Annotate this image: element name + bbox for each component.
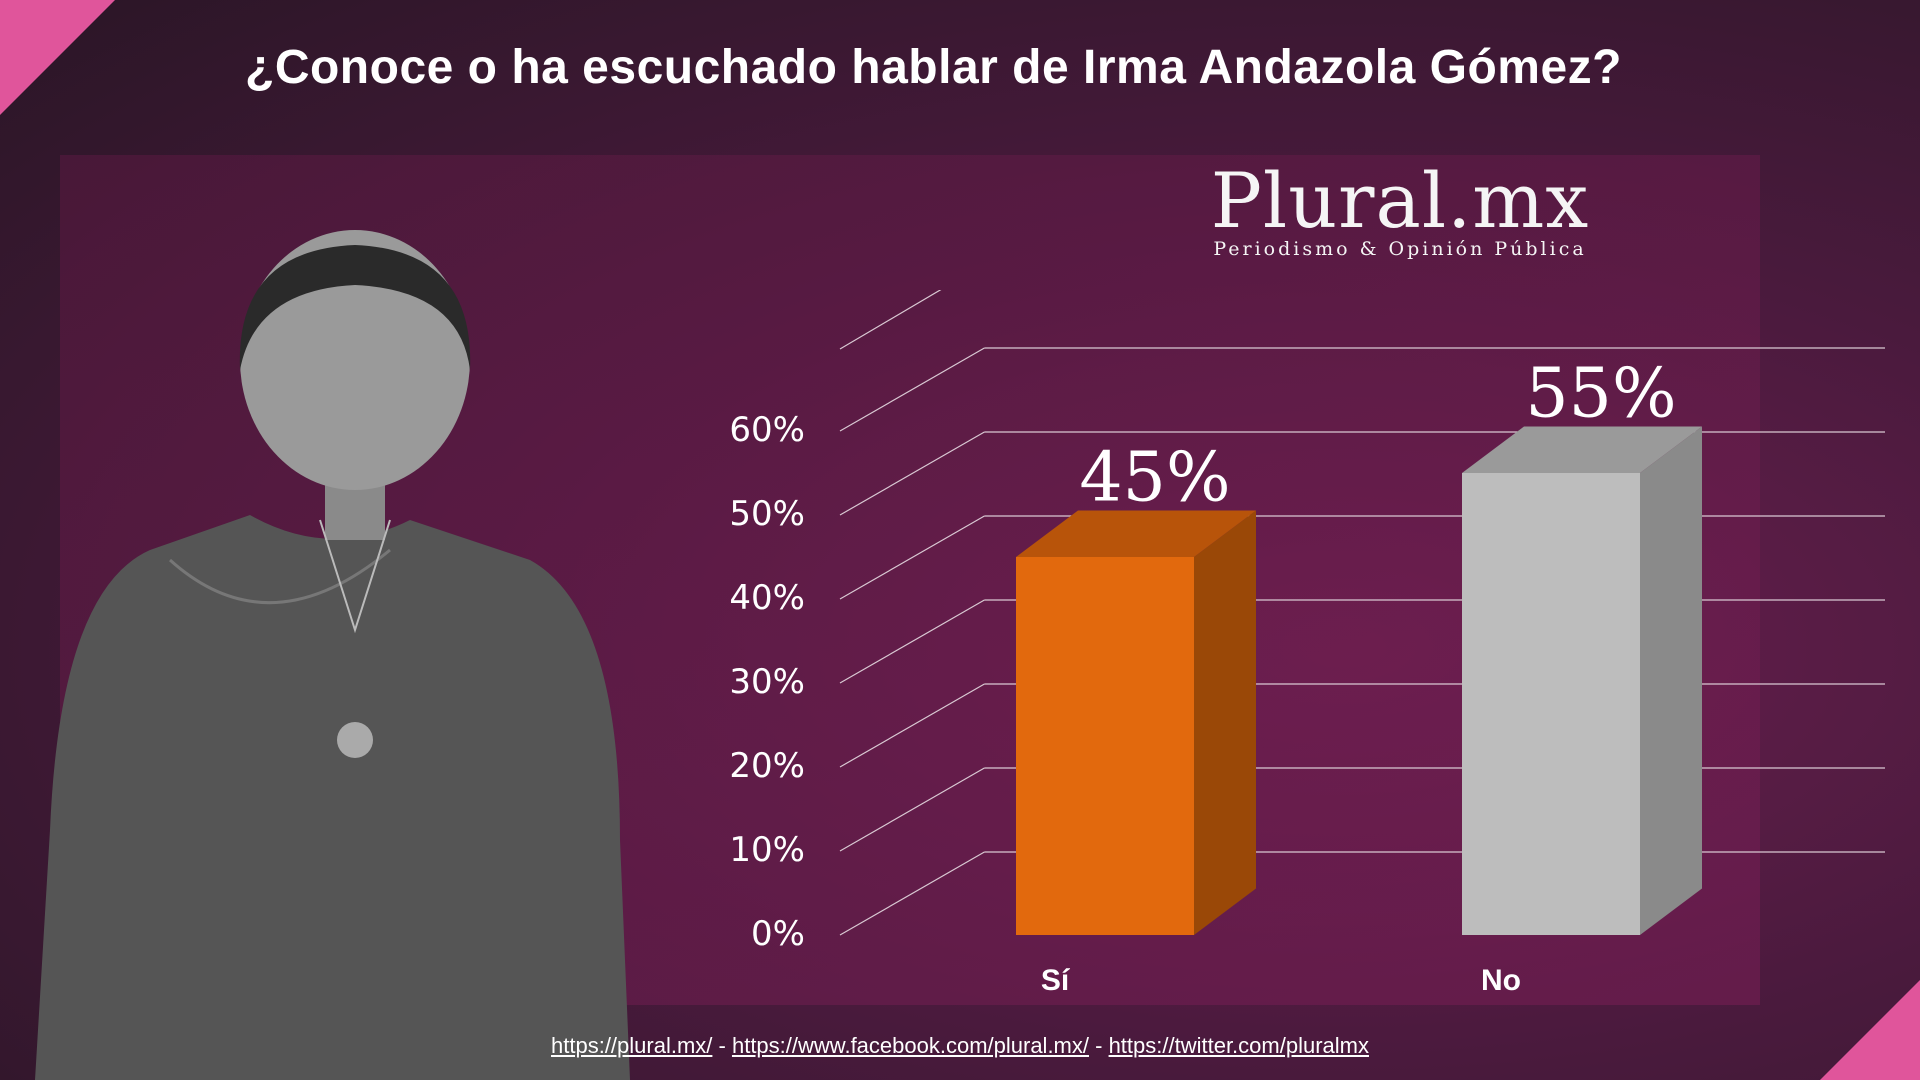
logo-tagline: Periodismo & Opinión Pública [1213, 238, 1587, 260]
footer-link-twitter[interactable]: https://twitter.com/pluralmx [1108, 1033, 1369, 1058]
page-title: ¿Conoce o ha escuchado hablar de Irma An… [245, 41, 1622, 94]
gridline-diagonal [839, 683, 985, 768]
bar-side [1194, 510, 1256, 935]
footer-separator: - [712, 1033, 732, 1058]
y-tick-label: 20% [729, 746, 805, 786]
bar-side [1640, 426, 1702, 935]
gridline-diagonal [839, 515, 985, 600]
x-category-label: Sí [1041, 964, 1071, 997]
gridline-diagonal [839, 347, 985, 432]
y-tick-label: 10% [729, 830, 805, 870]
bar-top [1462, 426, 1702, 473]
y-tick-label: 60% [729, 410, 805, 450]
bar-top [1016, 510, 1256, 557]
data-label: 45% [1079, 439, 1230, 518]
y-tick-label: 40% [729, 578, 805, 618]
x-category-label: No [1481, 964, 1521, 997]
brand-logo: Plural.mx Periodismo & Opinión Pública [1190, 156, 1610, 261]
bar [1016, 557, 1194, 935]
footer-separator: - [1089, 1033, 1109, 1058]
footer-link-facebook[interactable]: https://www.facebook.com/plural.mx/ [731, 1033, 1089, 1058]
gridline-diagonal [839, 599, 985, 684]
logo-wordmark: Plural.mx [1210, 156, 1590, 245]
bar [1462, 473, 1640, 935]
corner-accent-bottom-right [1820, 980, 1920, 1080]
corner-accent-top-left [0, 0, 115, 115]
data-label: 55% [1525, 355, 1676, 434]
footer-link-plural[interactable]: https://plural.mx/ [551, 1033, 713, 1058]
chart-grid [839, 290, 1885, 936]
gridline-diagonal [839, 767, 985, 852]
footer-links: https://plural.mx/ - https://www.faceboo… [0, 1033, 1920, 1059]
gridline-diagonal [839, 431, 985, 516]
portrait-photo [35, 230, 630, 1080]
bar-chart: 0% 10% 20% 30% 40% 50% 60% 45% Sí 55% No [729, 290, 1885, 998]
portrait-silhouette [35, 230, 630, 1080]
y-tick-label: 30% [729, 662, 805, 702]
chart-labels: 45% Sí 55% No [1041, 355, 1677, 998]
chart-bars [1016, 426, 1702, 935]
y-tick-label: 0% [751, 914, 805, 954]
gridline-diagonal [839, 290, 942, 350]
y-axis-ticks: 0% 10% 20% 30% 40% 50% 60% [729, 410, 805, 954]
gridline-diagonal [839, 851, 985, 936]
y-tick-label: 50% [729, 494, 805, 534]
